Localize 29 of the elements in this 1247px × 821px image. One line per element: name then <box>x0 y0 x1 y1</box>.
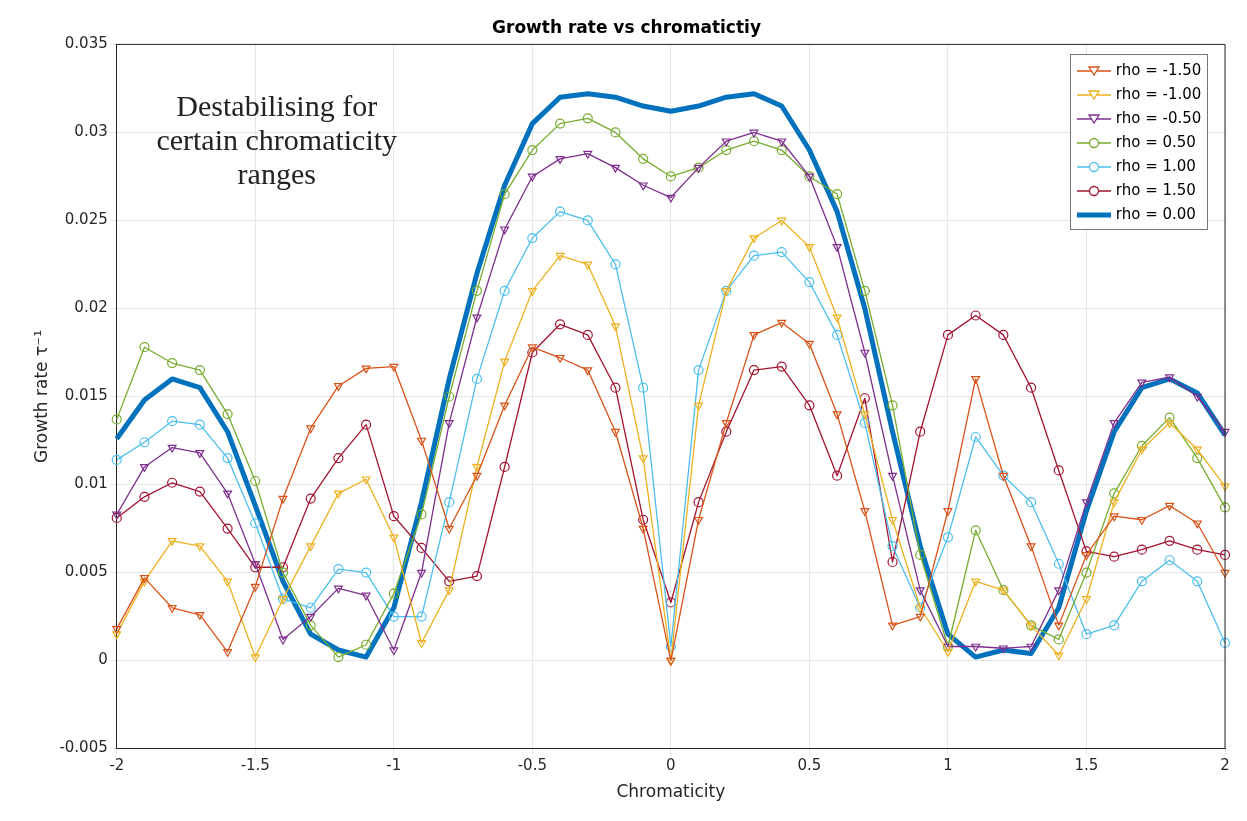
y-tick-label: 0.02 <box>74 298 108 317</box>
x-tick-label: 0 <box>666 756 676 775</box>
x-tick-label: -2 <box>109 756 125 775</box>
x-tick-label: -1 <box>386 756 402 775</box>
annotation: Destabilising for certain chromaticity ranges <box>155 89 399 192</box>
x-tick-label: 2 <box>1220 756 1230 775</box>
y-tick-label: 0.03 <box>74 122 108 141</box>
y-tick-label: 0 <box>98 650 108 669</box>
y-tick-label: 0.025 <box>64 210 108 229</box>
legend-label: rho = 0.00 <box>1114 204 1197 226</box>
legend-label: rho = 1.50 <box>1114 180 1197 202</box>
x-tick-label: 0.5 <box>797 756 822 775</box>
x-tick-label: -1.5 <box>240 756 270 775</box>
chart-title: Growth rate vs chromatictiy <box>492 16 761 37</box>
y-tick-label: 0.005 <box>64 562 108 581</box>
y-tick-label: 0.01 <box>74 474 108 493</box>
legend-label: rho = -1.00 <box>1114 84 1202 106</box>
x-tick-label: 1 <box>943 756 953 775</box>
legend-label: rho = -1.50 <box>1114 60 1202 82</box>
x-axis-title: Chromaticity <box>616 781 726 802</box>
y-tick-label: 0.015 <box>64 386 108 405</box>
y-axis-title: Growth rate τ⁻¹ <box>30 330 51 463</box>
x-tick-label: 1.5 <box>1074 756 1099 775</box>
x-tick-label: -0.5 <box>517 756 547 775</box>
legend-label: rho = 0.50 <box>1114 132 1197 154</box>
y-tick-label: -0.005 <box>59 738 108 757</box>
legend-label: rho = -0.50 <box>1114 108 1202 130</box>
y-tick-label: 0.035 <box>64 34 108 53</box>
legend-label: rho = 1.00 <box>1114 156 1197 178</box>
